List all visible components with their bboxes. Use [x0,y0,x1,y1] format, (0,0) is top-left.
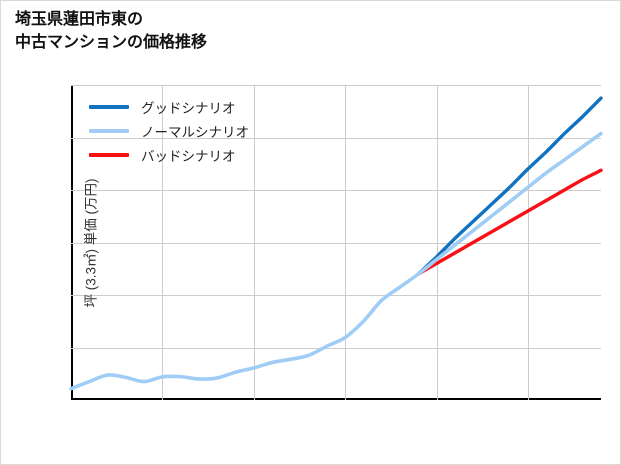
gridline-horizontal [71,190,601,191]
plot-area: 40 60 80 100 120 140 160 2005 2010 2015 … [69,85,603,400]
gridline-vertical [345,85,347,400]
gridline-horizontal [71,242,601,244]
series-line [416,96,603,276]
series-lines [69,96,603,391]
legend-item-good: グッドシナリオ [89,95,249,119]
series-line [416,168,603,276]
gridline-vertical [162,85,164,400]
legend-item-normal: ノーマルシナリオ [89,119,249,143]
legend-label-bad: バッドシナリオ [141,149,236,164]
gridline-horizontal [71,85,601,86]
series-line [69,131,603,391]
gridline-horizontal [71,347,601,349]
legend-label-good: グッドシナリオ [141,101,236,116]
legend: グッドシナリオ ノーマルシナリオ バッドシナリオ [83,93,255,169]
legend-item-bad: バッドシナリオ [89,143,249,167]
gridline-vertical [527,85,529,400]
gridline-horizontal [71,295,601,296]
legend-swatch-bad [89,153,129,157]
legend-label-normal: ノーマルシナリオ [141,125,249,140]
gridline-horizontal [71,137,601,139]
legend-swatch-normal [89,129,129,133]
gridline-vertical [253,85,255,400]
chart-title: 埼玉県蓮田市東の 中古マンションの価格推移 [15,11,208,51]
gridline-vertical [436,85,438,400]
legend-swatch-good [89,105,129,109]
